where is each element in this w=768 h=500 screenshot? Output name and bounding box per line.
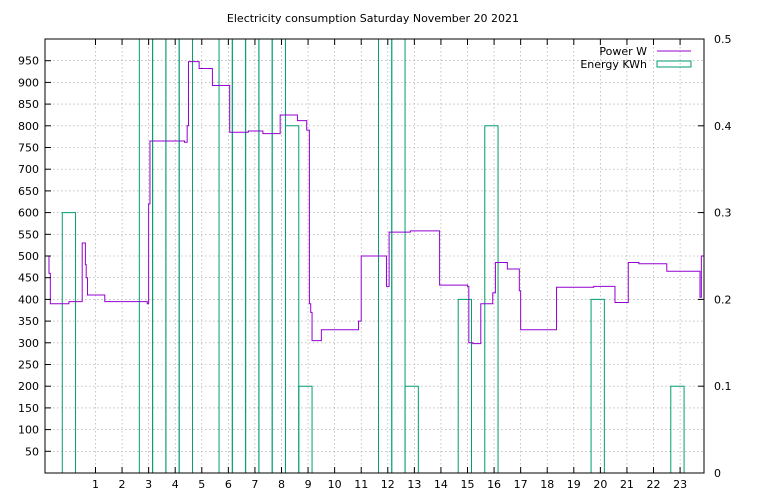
x-tick-label: 16	[487, 478, 501, 491]
y-tick-label: 800	[18, 120, 39, 133]
power-w-series	[45, 61, 704, 345]
y2-tick-label: 0.5	[714, 33, 732, 46]
legend-swatch-energy	[656, 60, 692, 68]
y-tick-label: 550	[18, 228, 39, 241]
y-tick-label: 600	[18, 207, 39, 220]
y-tick-label: 950	[18, 55, 39, 68]
axis-ticks	[45, 38, 704, 474]
legend-label-energy: Energy KWh	[580, 58, 647, 71]
y-tick-label: 750	[18, 142, 39, 155]
y2-tick-label: 0.2	[714, 293, 732, 306]
x-tick-label: 23	[673, 478, 687, 491]
y2-tick-label: 0.3	[714, 207, 732, 220]
y-tick-label: 200	[18, 380, 39, 393]
x-tick-label: 3	[145, 478, 152, 491]
energy-bar	[245, 38, 260, 473]
x-tick-label: 17	[514, 478, 528, 491]
x-tick-label: 13	[407, 478, 421, 491]
energy-bar	[61, 212, 77, 473]
energy-bar	[590, 298, 605, 473]
legend-label-power: Power W	[599, 45, 647, 58]
energy-bar	[298, 385, 313, 473]
legend: Power W Energy KWh	[580, 45, 692, 71]
x-tick-label: 9	[305, 478, 312, 491]
y2-tick-label: 0	[714, 467, 721, 480]
axis-tick-labels: 1 2 3 4 5 6 7 8 9 10 11 12 13 14 15 16 17 18 19 20 21 22 23501…	[18, 33, 732, 491]
y-tick-label: 250	[18, 359, 39, 372]
x-tick-label: 19	[567, 478, 581, 491]
x-tick-label: 12	[381, 478, 395, 491]
y-tick-label: 650	[18, 185, 39, 198]
x-tick-label: 11	[354, 478, 368, 491]
x-tick-label: 5	[198, 478, 205, 491]
energy-bar	[457, 298, 472, 473]
y-tick-label: 100	[18, 424, 39, 437]
y-tick-label: 700	[18, 163, 39, 176]
y2-tick-label: 0.4	[714, 120, 732, 133]
x-tick-label: 1	[92, 478, 99, 491]
power-line	[45, 61, 704, 345]
x-tick-label: 15	[461, 478, 475, 491]
y2-tick-label: 0.1	[714, 380, 732, 393]
energy-bar	[284, 125, 300, 473]
y-tick-label: 300	[18, 337, 39, 350]
x-tick-label: 21	[620, 478, 634, 491]
x-tick-label: 20	[593, 478, 607, 491]
x-tick-label: 8	[278, 478, 285, 491]
x-tick-label: 7	[251, 478, 258, 491]
x-tick-label: 4	[172, 478, 179, 491]
energy-bar	[670, 385, 685, 473]
y-tick-label: 50	[25, 445, 39, 458]
x-tick-label: 2	[119, 478, 126, 491]
y-tick-label: 900	[18, 76, 39, 89]
x-tick-label: 14	[434, 478, 448, 491]
chart-title: Electricity consumption Saturday Novembe…	[227, 12, 519, 25]
x-tick-label: 10	[328, 478, 342, 491]
y-tick-label: 500	[18, 250, 39, 263]
y-tick-label: 450	[18, 272, 39, 285]
y-tick-label: 150	[18, 402, 39, 415]
x-tick-label: 22	[647, 478, 661, 491]
grid-lines	[45, 39, 704, 473]
energy-bar	[484, 125, 499, 473]
y-tick-label: 400	[18, 293, 39, 306]
y-tick-label: 850	[18, 98, 39, 111]
x-tick-label: 18	[540, 478, 554, 491]
x-tick-label: 6	[225, 478, 232, 491]
energy-bar	[404, 385, 419, 473]
energy-bar	[152, 38, 167, 473]
y-tick-label: 350	[18, 315, 39, 328]
